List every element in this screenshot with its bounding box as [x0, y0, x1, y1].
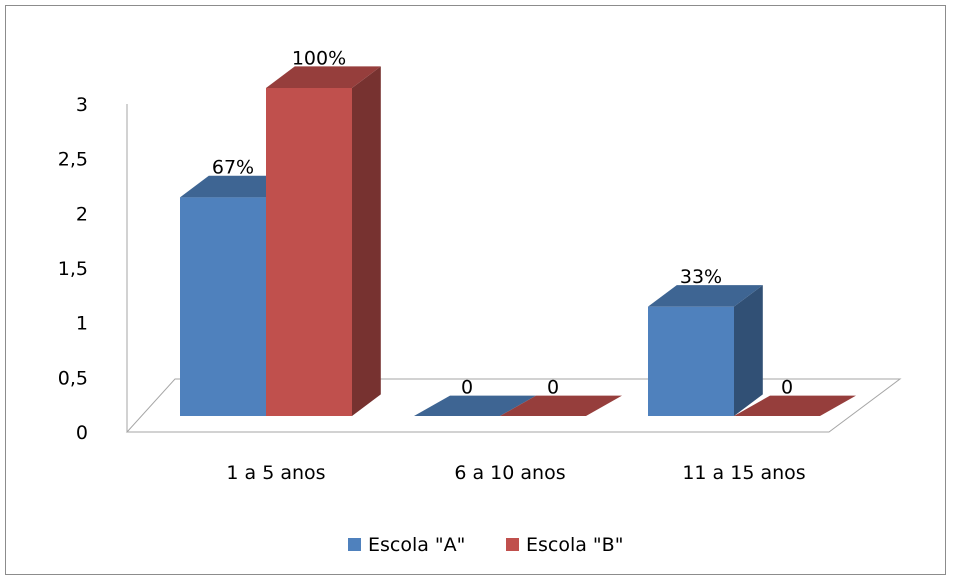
y-tick-label: 1,5 [58, 258, 88, 280]
data-label: 0 [461, 377, 473, 399]
y-tick-label: 0 [76, 422, 88, 444]
data-labels: 67% 100% 0 0 33% 0 [212, 47, 793, 398]
legend-swatch [506, 538, 519, 551]
y-tick-label: 2 [76, 203, 88, 225]
y-tick-label: 3 [76, 94, 88, 116]
bar-b-3 [734, 395, 856, 416]
bar-top [648, 285, 763, 307]
bar-front [266, 88, 352, 416]
bar-flat [734, 395, 856, 416]
y-tick-label: 0,5 [58, 367, 88, 389]
bar-b-2 [500, 395, 622, 416]
bar-series [180, 66, 856, 417]
chart-frame [5, 5, 946, 575]
data-label: 0 [547, 377, 559, 399]
bar-flat [500, 395, 622, 416]
data-label: 33% [680, 266, 722, 288]
bar-b-1 [266, 66, 381, 417]
legend-item-b: Escola "B" [506, 534, 623, 556]
x-tick-label: 1 a 5 anos [226, 462, 325, 484]
bar-flat [414, 395, 536, 416]
bar-side [352, 66, 381, 417]
bar-front [648, 306, 734, 416]
data-label: 100% [292, 47, 346, 69]
bar-top [266, 66, 381, 88]
legend-label: Escola "A" [368, 534, 465, 556]
y-tick-labels: 0 0,5 1 1,5 2 2,5 3 [58, 94, 88, 444]
x-tick-labels: 1 a 5 anos 6 a 10 anos 11 a 15 anos [226, 462, 805, 484]
x-tick-label: 11 a 15 anos [682, 462, 805, 484]
bar-front [180, 197, 266, 416]
x-tick-label: 6 a 10 anos [454, 462, 565, 484]
data-label: 67% [212, 157, 254, 179]
legend-label: Escola "B" [526, 534, 623, 556]
y-tick-label: 1 [76, 313, 88, 335]
data-label: 0 [781, 377, 793, 399]
bar-a-3 [648, 285, 763, 416]
y-tick-label: 2,5 [58, 149, 88, 171]
legend: Escola "A" Escola "B" [348, 534, 623, 556]
bar-side [734, 285, 763, 416]
bar-a-2 [414, 395, 536, 416]
legend-item-a: Escola "A" [348, 534, 465, 556]
legend-swatch [348, 538, 361, 551]
